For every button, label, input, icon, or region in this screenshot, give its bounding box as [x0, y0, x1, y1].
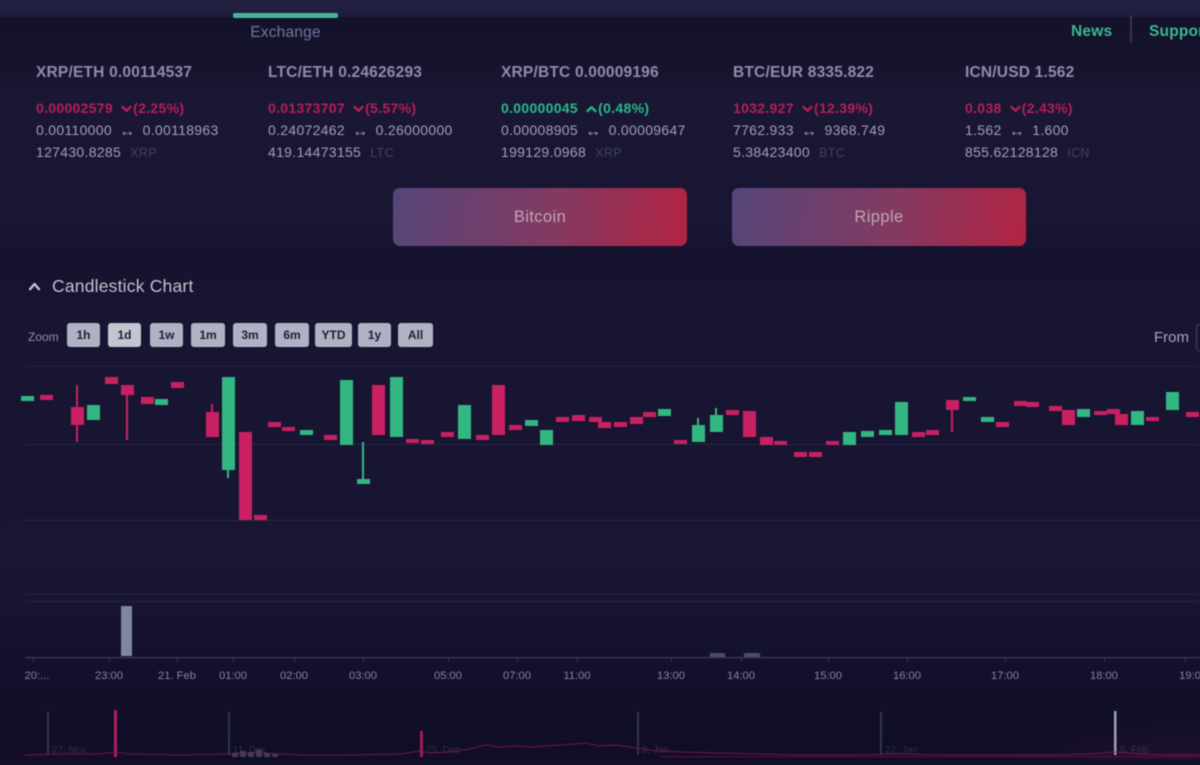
svg-text:01:00: 01:00 [219, 670, 247, 682]
svg-text:11. Dec: 11. Dec [233, 745, 267, 756]
svg-text:02:00: 02:00 [280, 670, 308, 682]
svg-text:14:00: 14:00 [727, 670, 755, 682]
svg-text:5. Feb: 5. Feb [1120, 745, 1149, 756]
svg-text:21. Feb: 21. Feb [158, 670, 196, 682]
svg-text:07:00: 07:00 [503, 670, 531, 682]
svg-text:22. Jan: 22. Jan [885, 745, 918, 756]
svg-text:17:00: 17:00 [991, 670, 1019, 682]
svg-text:16:00: 16:00 [893, 670, 921, 682]
svg-text:18:00: 18:00 [1090, 670, 1118, 682]
svg-text:23:00: 23:00 [95, 670, 123, 682]
svg-text:25. Dec: 25. Dec [426, 745, 460, 756]
svg-text:11:00: 11:00 [563, 670, 590, 682]
svg-text:15:00: 15:00 [814, 670, 842, 682]
svg-text:03:00: 03:00 [349, 670, 377, 682]
svg-text:05:00: 05:00 [434, 670, 462, 682]
svg-text:27. Nov: 27. Nov [52, 745, 86, 756]
svg-text:20:...: 20:... [25, 670, 50, 682]
svg-text:13:00: 13:00 [657, 670, 685, 682]
svg-text:19:0: 19:0 [1179, 670, 1200, 682]
